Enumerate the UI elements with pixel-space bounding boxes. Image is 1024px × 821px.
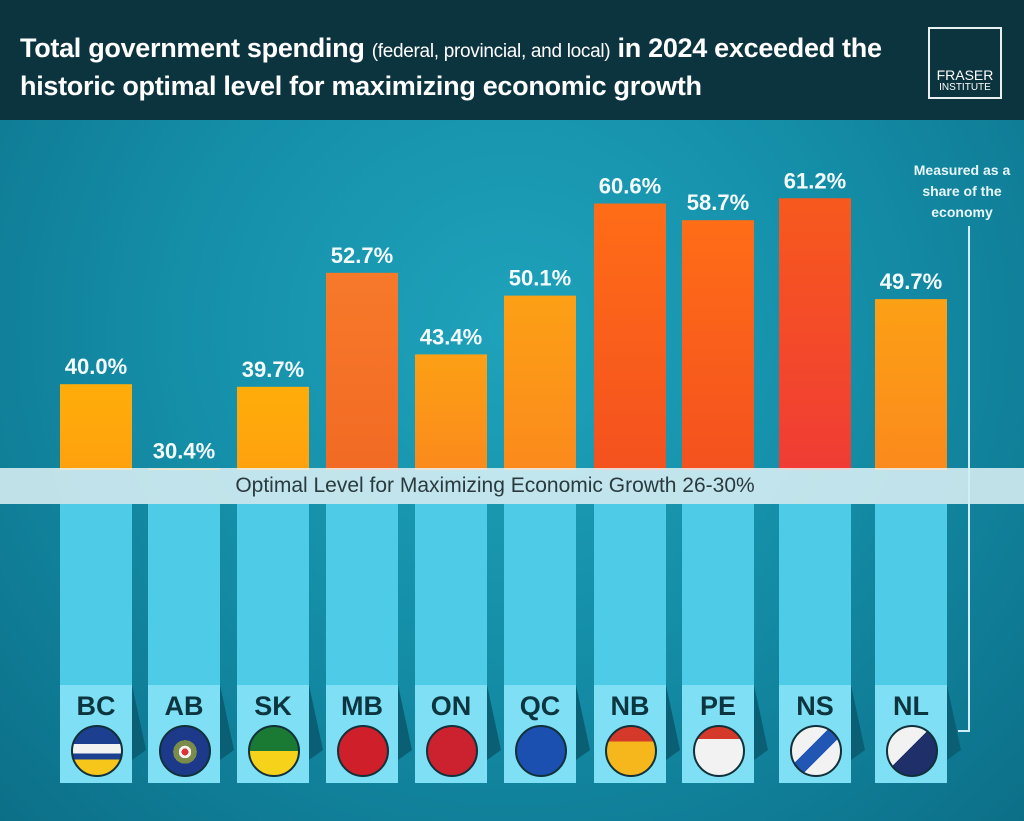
data-label-on: 43.4% [420, 324, 482, 349]
mb-flag-icon [337, 725, 389, 777]
tile-fold-shadow [220, 685, 234, 760]
province-tile-mb: MB [326, 685, 398, 783]
optimal-level-label: Optimal Level for Maximizing Economic Gr… [235, 474, 755, 497]
data-label-bc: 40.0% [65, 354, 127, 379]
data-label-pe: 58.7% [687, 190, 749, 215]
nb-flag-icon [605, 725, 657, 777]
tile-fold-shadow [576, 685, 590, 760]
chart-title: Total government spending (federal, prov… [20, 31, 910, 103]
province-tile-pe: PE [682, 685, 754, 783]
province-tile-on: ON [415, 685, 487, 783]
bar-base-pe [682, 504, 754, 685]
qc-flag-icon [515, 725, 567, 777]
optimal-level-band [0, 468, 1024, 504]
note-bracket-foot [958, 730, 970, 732]
measurement-note: Measured as a share of the economy [913, 162, 1011, 220]
bar-on [415, 354, 487, 470]
tile-fold-shadow [754, 685, 768, 760]
province-code: NB [610, 691, 650, 721]
tile-fold-shadow [398, 685, 412, 760]
province-tile-bc: BC [60, 685, 132, 783]
header: Total government spending (federal, prov… [0, 0, 1024, 120]
logo-line-2: INSTITUTE [939, 82, 991, 93]
data-label-nl: 49.7% [880, 269, 942, 294]
pe-flag-icon [693, 725, 745, 777]
bar-nl [875, 299, 947, 470]
province-code: QC [519, 691, 561, 721]
fraser-institute-logo: FRASER INSTITUTE [928, 27, 1002, 99]
province-tile-nl: NL [875, 685, 947, 783]
province-tile-qc: QC [504, 685, 576, 783]
bar-base-mb [326, 504, 398, 685]
bar-qc [504, 295, 576, 470]
tile-fold-shadow [947, 685, 961, 760]
tile-fold-shadow [666, 685, 680, 760]
province-tile-nb: NB [594, 685, 666, 783]
on-flag-icon [426, 725, 478, 777]
data-label-ab: 30.4% [153, 438, 215, 463]
bar-base-nl [875, 504, 947, 685]
data-label-sk: 39.7% [242, 357, 304, 382]
province-code: AB [164, 691, 204, 721]
province-code: PE [699, 691, 737, 721]
bar-base-bc [60, 504, 132, 685]
bar-ns [779, 198, 851, 470]
tile-fold-shadow [309, 685, 323, 760]
province-tile-sk: SK [237, 685, 309, 783]
province-code: BC [76, 691, 116, 721]
data-label-mb: 52.7% [331, 243, 393, 268]
province-code: ON [430, 691, 472, 721]
bar-base-qc [504, 504, 576, 685]
province-code: SK [254, 691, 292, 721]
bar-base-ab [148, 504, 220, 685]
province-code: NS [796, 691, 834, 721]
nl-flag-icon [886, 725, 938, 777]
data-label-ns: 61.2% [784, 168, 846, 193]
bc-flag-icon [71, 725, 123, 777]
logo-line-1: FRASER [936, 67, 994, 83]
data-label-nb: 60.6% [599, 174, 661, 199]
bar-base-sk [237, 504, 309, 685]
province-code: NL [893, 691, 929, 721]
bar-pe [682, 220, 754, 470]
tile-fold-shadow [132, 685, 146, 760]
ab-flag-icon [159, 725, 211, 777]
bar-sk [237, 386, 309, 470]
bar-base-ns [779, 504, 851, 685]
data-label-qc: 50.1% [509, 266, 571, 291]
bar-nb [594, 203, 666, 470]
title-subtitle: (federal, provincial, and local) [371, 41, 611, 62]
tile-fold-shadow [487, 685, 501, 760]
province-tile-ns: NS [779, 685, 851, 783]
ns-flag-icon [790, 725, 842, 777]
province-code: MB [341, 691, 383, 721]
title-bold-part-1: Total government spending [20, 33, 365, 63]
bar-base-nb [594, 504, 666, 685]
note-bracket-line [968, 226, 970, 731]
bar-base-on [415, 504, 487, 685]
title-bold-part-2: in 2024 exceeded the historic optimal le… [20, 33, 882, 101]
province-tile-ab: AB [148, 685, 220, 783]
tile-fold-shadow [851, 685, 865, 760]
bar-mb [326, 272, 398, 470]
bar-bc [60, 384, 132, 470]
sk-flag-icon [248, 725, 300, 777]
